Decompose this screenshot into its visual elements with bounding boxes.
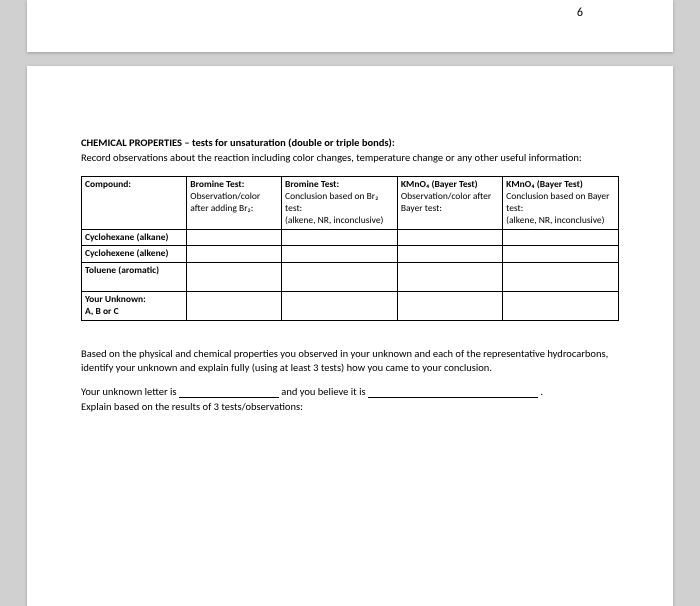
cell[interactable] <box>397 292 502 321</box>
conclusion-paragraph: Based on the physical and chemical prope… <box>81 347 619 375</box>
header-sub: Conclusion based on Bayer test: (alkene,… <box>506 190 609 226</box>
header-sub: Observation/color after Bayer test: <box>401 190 491 214</box>
header-title: Bromine Test: <box>190 178 244 190</box>
row-label: Toluene (aromatic) <box>82 263 187 292</box>
header-sub: Observation/color after adding Br₂: <box>190 190 260 214</box>
header-kmno4-obs: KMnO₄ (Bayer Test) Observation/color aft… <box>397 177 502 230</box>
document-page: CHEMICAL PROPERTIES – tests for unsatura… <box>27 66 673 606</box>
blank-identity[interactable] <box>368 388 538 398</box>
cell[interactable] <box>282 229 398 246</box>
table-header-row: Compound: Bromine Test: Observation/colo… <box>82 177 619 230</box>
cell[interactable] <box>503 263 619 292</box>
fill-in-line: Your unknown letter is and you believe i… <box>81 385 619 398</box>
header-bromine-conc: Bromine Test: Conclusion based on Br₂ te… <box>282 177 398 230</box>
row-label: Cyclohexene (alkene) <box>82 246 187 263</box>
header-kmno4-conc: KMnO₄ (Bayer Test) Conclusion based on B… <box>503 177 619 230</box>
table-row: Your Unknown: A, B or C <box>82 292 619 321</box>
cell[interactable] <box>187 246 282 263</box>
header-title: Compound: <box>85 178 131 190</box>
cell[interactable] <box>503 229 619 246</box>
cell[interactable] <box>187 292 282 321</box>
header-title: Bromine Test: <box>285 178 339 190</box>
explain-prompt: Explain based on the results of 3 tests/… <box>81 400 619 413</box>
intro-text: Record observations about the reaction i… <box>81 151 619 164</box>
header-bromine-obs: Bromine Test: Observation/color after ad… <box>187 177 282 230</box>
previous-page-tail: 6 <box>27 0 673 52</box>
cell[interactable] <box>503 246 619 263</box>
table-row: Cyclohexane (alkane) <box>82 229 619 246</box>
cell[interactable] <box>503 292 619 321</box>
cell[interactable] <box>282 246 398 263</box>
page-number: 6 <box>577 6 583 20</box>
cell[interactable] <box>397 263 502 292</box>
properties-table: Compound: Bromine Test: Observation/colo… <box>81 176 619 321</box>
row-label: Your Unknown: A, B or C <box>82 292 187 321</box>
cell[interactable] <box>187 263 282 292</box>
cell[interactable] <box>397 229 502 246</box>
section-heading: CHEMICAL PROPERTIES – tests for unsatura… <box>81 136 619 149</box>
cell[interactable] <box>282 263 398 292</box>
blank-unknown-letter[interactable] <box>179 388 279 398</box>
cell[interactable] <box>187 229 282 246</box>
header-title: KMnO₄ (Bayer Test) <box>506 178 583 190</box>
table-row: Toluene (aromatic) <box>82 263 619 292</box>
header-sub: Conclusion based on Br₂ test: (alkene, N… <box>285 190 383 226</box>
cell[interactable] <box>282 292 398 321</box>
header-title: KMnO₄ (Bayer Test) <box>401 178 478 190</box>
fill-suffix: . <box>540 385 543 398</box>
section-title: CHEMICAL PROPERTIES – tests for unsatura… <box>81 136 395 149</box>
cell[interactable] <box>397 246 502 263</box>
row-label: Cyclohexane (alkane) <box>82 229 187 246</box>
fill-mid: and you believe it is <box>281 385 365 398</box>
fill-prefix: Your unknown letter is <box>81 385 177 398</box>
header-compound: Compound: <box>82 177 187 230</box>
table-row: Cyclohexene (alkene) <box>82 246 619 263</box>
